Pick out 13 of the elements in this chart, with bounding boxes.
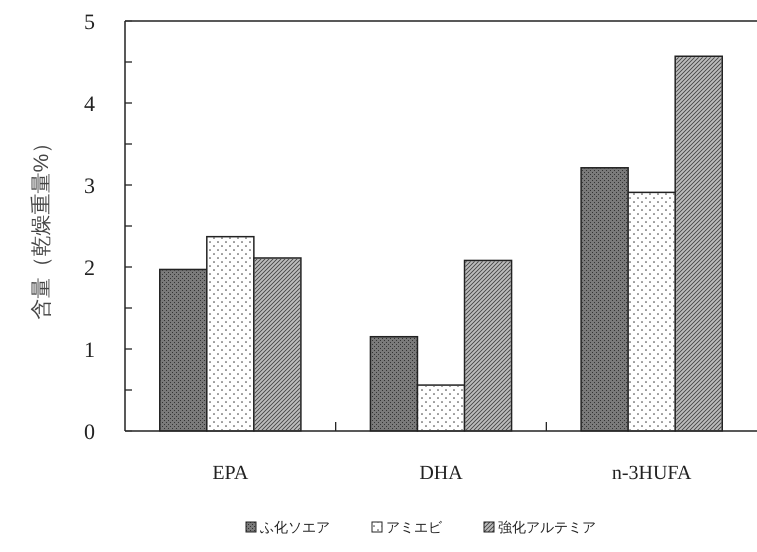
y-tick-label: 4 — [84, 91, 95, 116]
y-tick-label: 3 — [84, 173, 95, 198]
x-tick-label: n-3HUFA — [612, 462, 692, 484]
y-tick-label: 5 — [84, 9, 95, 34]
legend-label: ふ化ソエア — [259, 519, 330, 535]
y-tick-label: 0 — [84, 419, 95, 444]
legend-label: 強化アルテミア — [498, 519, 596, 535]
x-tick-label: DHA — [419, 462, 464, 484]
y-tick-label: 2 — [84, 255, 95, 280]
legend-label: アミエビ — [386, 519, 443, 535]
y-axis-title: 含量（乾燥重量%） — [30, 132, 53, 320]
x-tick-label: EPA — [212, 462, 249, 484]
y-tick-label: 1 — [84, 337, 95, 362]
